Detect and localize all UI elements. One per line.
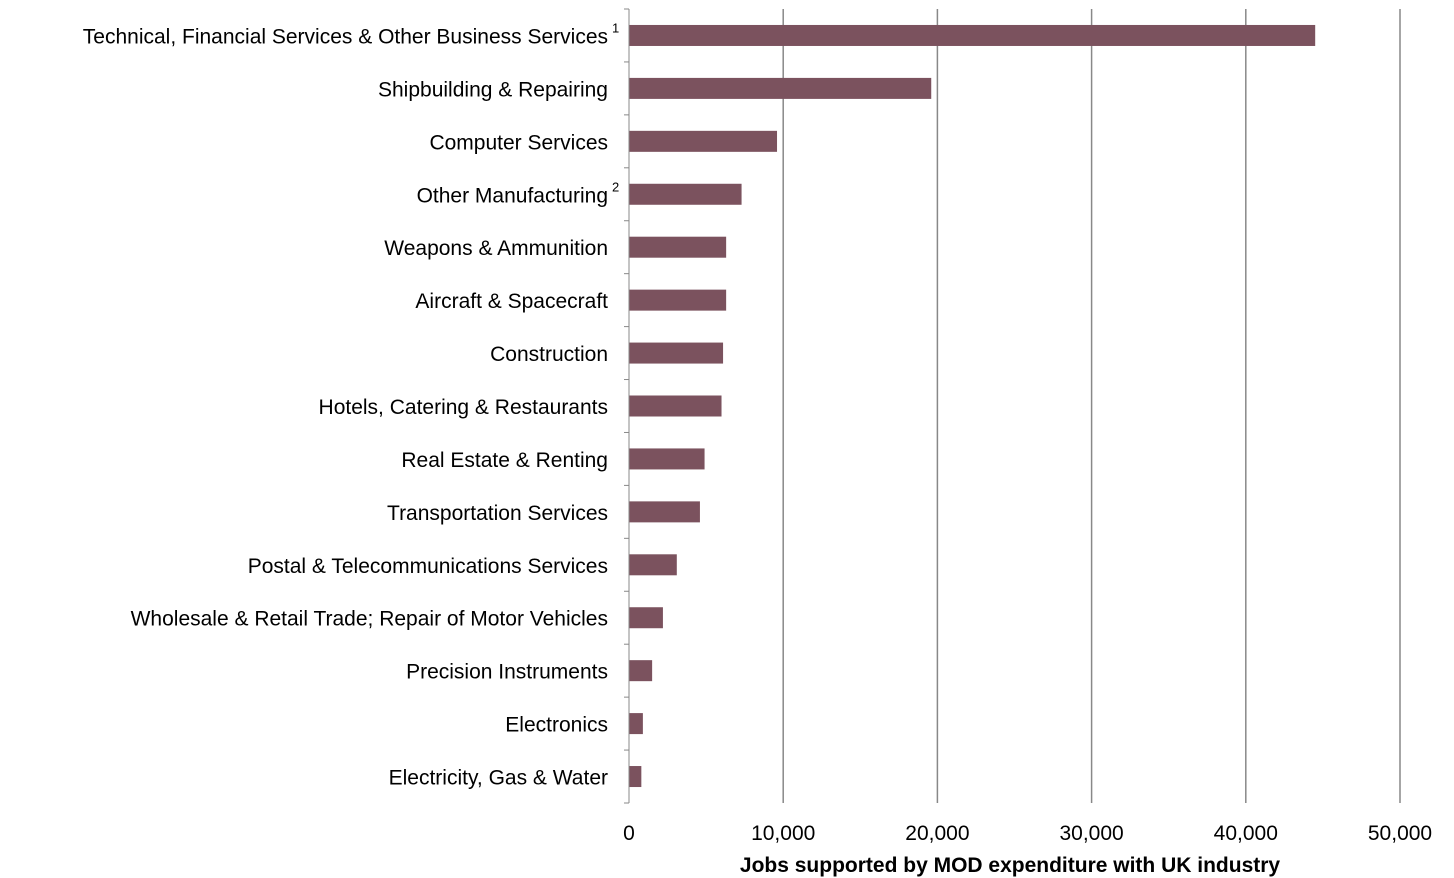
bar-13 (629, 713, 643, 735)
category-label: Construction (490, 343, 608, 366)
bar-8 (629, 448, 705, 470)
category-label: Real Estate & Renting (401, 449, 608, 472)
category-label: Electronics (505, 714, 608, 737)
x-tick-label: 0 (623, 822, 635, 845)
x-axis-title: Jobs supported by MOD expenditure with U… (740, 854, 1281, 877)
x-tick-label: 20,000 (905, 822, 969, 845)
bar-3 (629, 183, 742, 205)
bar-9 (629, 501, 700, 523)
category-footnote-marker: 2 (612, 179, 619, 194)
x-tick-label: 10,000 (751, 822, 815, 845)
category-label: Precision Instruments (406, 661, 608, 684)
category-label: Computer Services (429, 131, 608, 154)
category-label: Technical, Financial Services & Other Bu… (83, 25, 608, 48)
bar-1 (629, 77, 932, 99)
bar-10 (629, 554, 677, 576)
bar-5 (629, 289, 727, 311)
category-label: Wholesale & Retail Trade; Repair of Moto… (131, 608, 608, 631)
category-label: Transportation Services (387, 502, 608, 525)
x-tick-labels: 0 10,000 20,000 30,000 40,000 50,000 (623, 822, 1432, 845)
bar-2 (629, 130, 778, 152)
bar-11 (629, 607, 663, 629)
x-tick-label: 40,000 (1214, 822, 1278, 845)
y-axis (624, 8, 630, 804)
category-label: Electricity, Gas & Water (389, 767, 608, 790)
category-label: Other Manufacturing (417, 184, 608, 207)
category-label: Weapons & Ammunition (384, 237, 608, 260)
category-footnote-marker: 1 (612, 20, 619, 35)
bars (629, 24, 1316, 788)
category-label: Aircraft & Spacecraft (415, 290, 608, 313)
bar-0 (629, 24, 1316, 46)
category-label: Postal & Telecommunications Services (248, 555, 608, 578)
bar-12 (629, 660, 653, 682)
category-label: Hotels, Catering & Restaurants (319, 396, 608, 419)
bar-7 (629, 395, 722, 417)
category-label: Shipbuilding & Repairing (378, 78, 608, 101)
category-labels: Technical, Financial Services & Other Bu… (83, 20, 619, 789)
x-tick-label: 30,000 (1059, 822, 1123, 845)
x-tick-label: 50,000 (1368, 822, 1432, 845)
bar-6 (629, 342, 724, 364)
grid-lines (782, 9, 1401, 803)
bar-4 (629, 236, 727, 258)
bar-14 (629, 766, 642, 788)
